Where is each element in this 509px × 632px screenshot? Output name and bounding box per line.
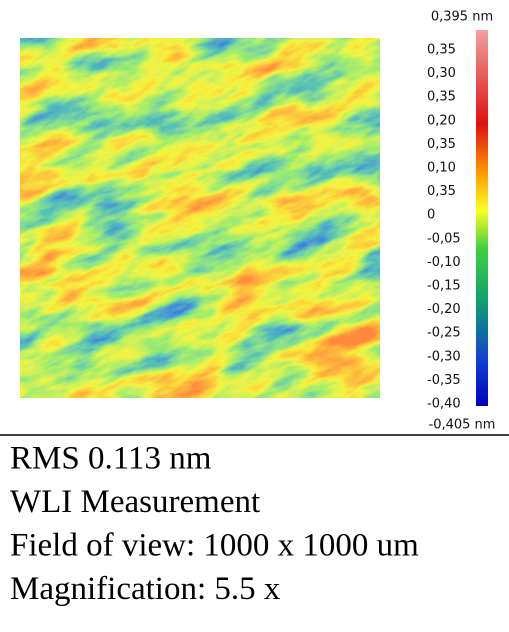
colorbar-ticks: 0,35 0,30 0,35 0,20 0,35 0,10 0,35 0 -0,05 -0,10 -… — [427, 43, 461, 412]
colorbar-tick-label: 0,35 — [427, 137, 456, 152]
colorbar-tick-label: 0,20 — [427, 113, 456, 128]
colorbar-tick-label: -0,25 — [427, 326, 461, 341]
colorbar-tick-label: -0,15 — [427, 279, 461, 294]
caption-line: Magnification: 5.5 x — [10, 571, 281, 607]
caption: RMS 0.113 nm WLI Measurement Field of view… — [10, 441, 419, 608]
colorbar-tick-label: -0,20 — [427, 302, 461, 317]
colorbar — [476, 30, 488, 406]
colorbar-tick-label: -0,30 — [427, 349, 461, 364]
colorbar-tick-label: 0,10 — [427, 161, 456, 176]
colorbar-tick-label: -0,10 — [427, 255, 461, 270]
colorbar-tick-label: 0,35 — [427, 184, 456, 199]
colorbar-tick-label: 0,30 — [427, 66, 456, 81]
colorbar-tick-label: 0 — [427, 208, 435, 223]
colorbar-tick-label: 0,35 — [427, 90, 456, 105]
colorbar-tick-label: -0,40 — [427, 397, 461, 412]
caption-line: RMS 0.113 nm — [10, 441, 212, 477]
caption-line: WLI Measurement — [10, 484, 260, 520]
colorbar-tick-label: -0,35 — [427, 373, 461, 388]
colorbar-max: 0,395 nm — [431, 10, 493, 25]
colorbar-tick-label: -0,05 — [427, 231, 461, 246]
colorbar-min: -0,405 nm — [429, 418, 496, 433]
caption-line: Field of view: 1000 x 1000 um — [10, 528, 419, 564]
colorbar-tick-label: 0,35 — [427, 43, 456, 58]
